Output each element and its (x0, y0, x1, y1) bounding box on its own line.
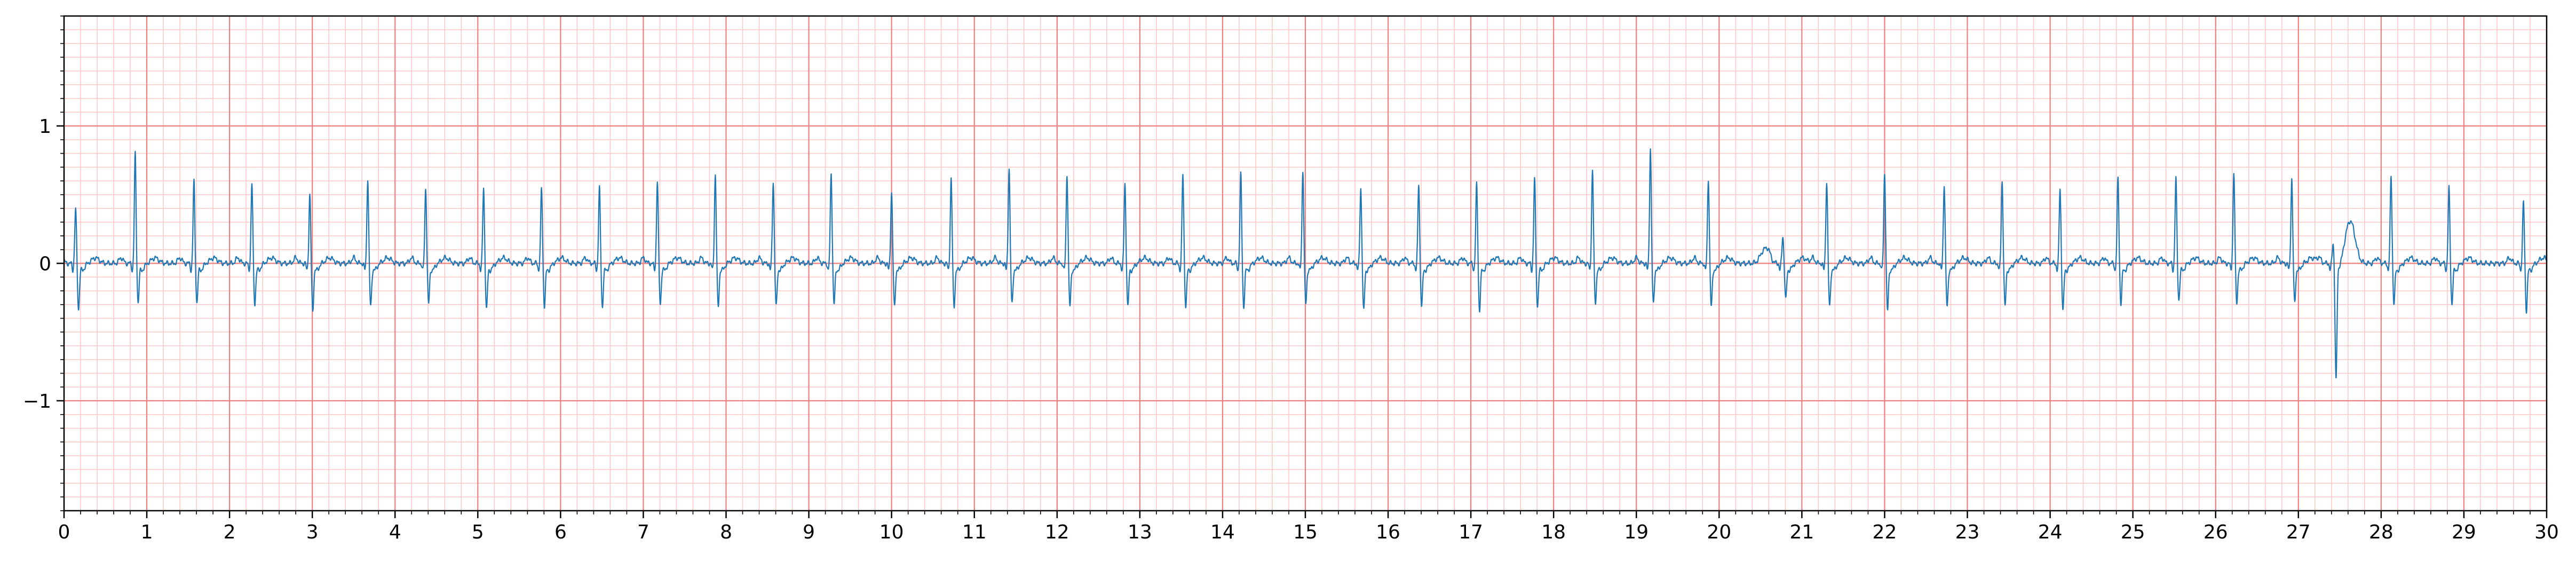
x-tick-label: 7 (637, 521, 649, 543)
x-tick-label: 9 (803, 521, 815, 543)
x-tick-label: 2 (224, 521, 236, 543)
x-tick-label: 1 (141, 521, 153, 543)
x-tick-label: 30 (2534, 521, 2559, 543)
x-tick-label: 3 (306, 521, 319, 543)
y-tick-label: 1 (39, 116, 51, 138)
x-tick-label: 15 (1293, 521, 1318, 543)
y-tick-label: 0 (39, 253, 51, 275)
x-tick-label: 25 (2121, 521, 2145, 543)
x-tick-label: 28 (2369, 521, 2393, 543)
x-tick-label: 8 (720, 521, 732, 543)
x-tick-label: 18 (1541, 521, 1566, 543)
y-tick-label: −1 (23, 391, 51, 413)
x-axis: 0 1 2 3 4 5 6 7 8 9 10 11 12 13 14 15 16 17 18 19 20 21 22 23 24… (58, 511, 2559, 543)
x-tick-label: 19 (1624, 521, 1648, 543)
x-tick-label: 4 (389, 521, 401, 543)
x-tick-label: 24 (2038, 521, 2063, 543)
x-tick-label: 21 (1789, 521, 1814, 543)
x-tick-label: 20 (1707, 521, 1731, 543)
x-tick-label: 0 (58, 521, 70, 543)
x-tick-label: 29 (2452, 521, 2476, 543)
major-grid (63, 16, 2548, 511)
x-tick-label: 10 (879, 521, 904, 543)
x-tick-label: 13 (1128, 521, 1152, 543)
x-tick-label: 26 (2204, 521, 2228, 543)
x-tick-label: 17 (1459, 521, 1483, 543)
x-tick-label: 12 (1045, 521, 1069, 543)
x-tick-label: 5 (472, 521, 484, 543)
ecg-trace (64, 148, 2547, 378)
x-tick-label: 6 (554, 521, 567, 543)
x-tick-label: 23 (1955, 521, 1980, 543)
x-tick-label: 27 (2286, 521, 2311, 543)
y-axis: 1 0 −1 (23, 15, 64, 511)
x-tick-label: 22 (1873, 521, 1897, 543)
x-tick-label: 11 (962, 521, 987, 543)
x-tick-label: 16 (1376, 521, 1400, 543)
x-tick-label: 14 (1210, 521, 1235, 543)
